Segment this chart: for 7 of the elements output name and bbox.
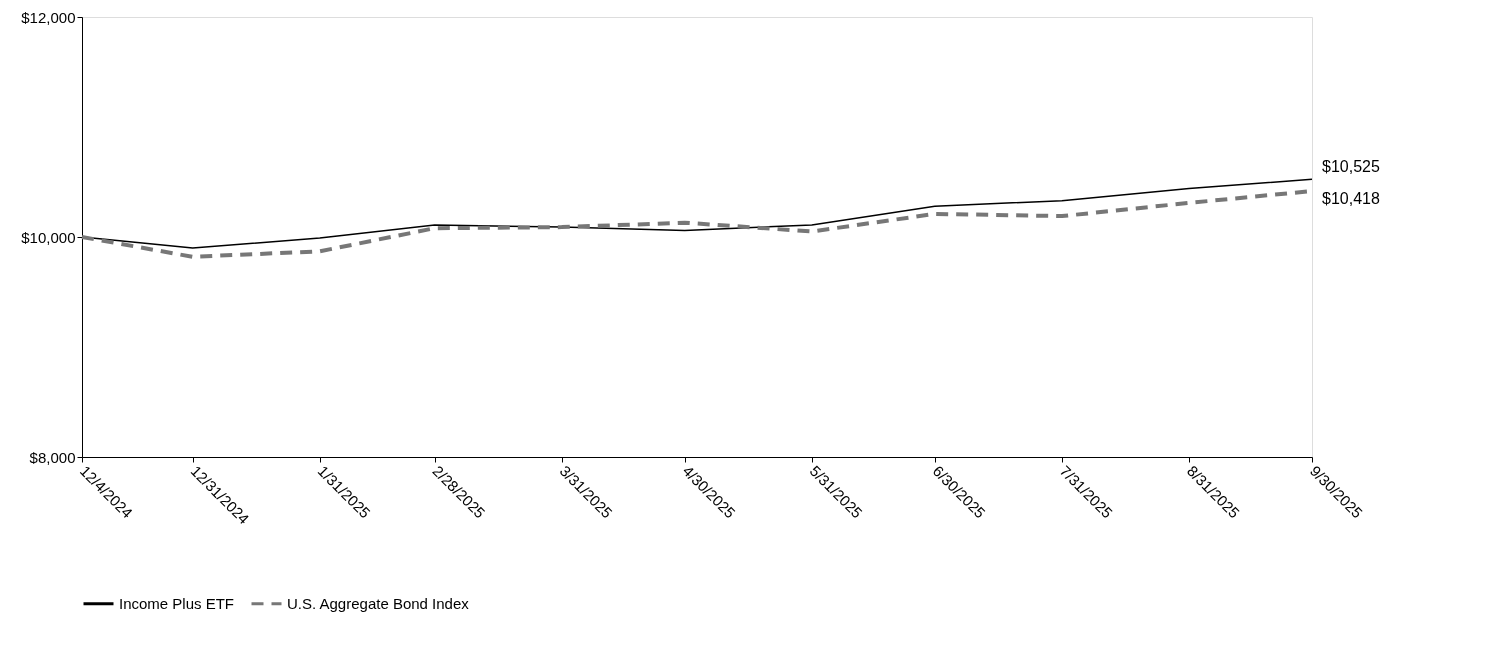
annotation: $10,418 bbox=[1322, 190, 1380, 208]
legend-label: Income Plus ETF bbox=[119, 594, 235, 612]
annotation: $10,525 bbox=[1322, 158, 1380, 176]
y-tick-label: $12,000 bbox=[21, 8, 76, 26]
y-tick-label: $10,000 bbox=[21, 228, 76, 246]
legend-label: U.S. Aggregate Bond Index bbox=[287, 594, 470, 612]
y-tick-label: $8,000 bbox=[29, 448, 76, 466]
